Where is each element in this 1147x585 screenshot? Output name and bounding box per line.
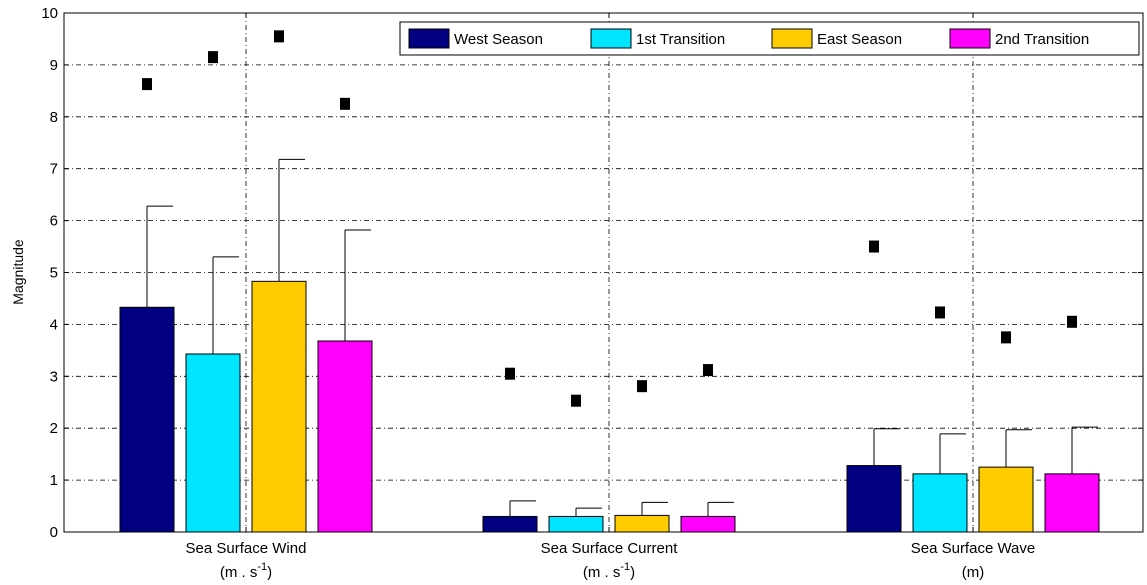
max-marker: [208, 51, 218, 64]
max-markers-layer: [142, 30, 1077, 407]
max-marker: [1067, 315, 1077, 328]
max-marker: [571, 394, 581, 407]
y-tick-label: 4: [50, 316, 58, 333]
bar: [119, 306, 175, 533]
bar: [680, 515, 736, 533]
y-tick-label: 5: [50, 265, 58, 282]
bars-layer: [119, 280, 1100, 533]
bar: [912, 473, 968, 533]
y-axis: 0 1 2 3 4 5 6 7 8 9 10: [41, 5, 1143, 541]
max-marker: [703, 364, 713, 377]
legend-swatch: [408, 28, 450, 49]
grid-lines: [64, 13, 1143, 532]
bar: [317, 340, 373, 533]
plot-background: [64, 13, 1143, 532]
max-marker: [935, 306, 945, 319]
bar: [846, 465, 902, 533]
legend-label: 2nd Transition: [995, 31, 1089, 48]
y-tick-label: 3: [50, 368, 58, 385]
y-tick-label: 0: [50, 524, 58, 541]
bar: [1044, 473, 1100, 533]
x-axis: Sea Surface Wind (m . s-1) Sea Surface Cur…: [186, 13, 1036, 581]
y-tick-label: 9: [50, 57, 58, 74]
x-category-label: Sea Surface Wind: [186, 540, 307, 557]
max-marker: [340, 97, 350, 110]
y-axis-label: Magnitude: [10, 239, 26, 305]
y-tick-label: 6: [50, 213, 58, 230]
bar: [251, 280, 307, 533]
legend-box: [399, 21, 1140, 56]
legend-swatch: [590, 28, 632, 49]
max-marker: [274, 30, 284, 43]
legend: West Season 1st Transition East Season 2nd …: [399, 21, 1140, 56]
bar: [482, 515, 538, 533]
max-marker: [637, 380, 647, 393]
max-marker: [869, 240, 879, 253]
legend-label: West Season: [454, 31, 543, 48]
y-tick-label: 8: [50, 109, 58, 126]
max-marker: [1001, 331, 1011, 344]
legend-label: East Season: [817, 31, 902, 48]
y-tick-label: 7: [50, 161, 58, 178]
legend-label: 1st Transition: [636, 31, 725, 48]
bar: [185, 353, 241, 533]
bar: [614, 514, 670, 533]
x-unit-label: (m . s-1): [583, 561, 635, 581]
bar: [978, 466, 1034, 533]
max-marker: [505, 367, 515, 380]
x-unit-label: (m): [962, 564, 985, 581]
legend-swatch: [949, 28, 991, 49]
legend-swatch: [771, 28, 813, 49]
y-tick-label: 2: [50, 420, 58, 437]
x-category-label: Sea Surface Current: [541, 540, 679, 557]
max-marker: [142, 78, 152, 91]
y-tick-label: 1: [50, 472, 58, 489]
error-bars-layer: [146, 158, 1098, 517]
y-tick-label: 10: [41, 5, 58, 22]
x-category-label: Sea Surface Wave: [911, 540, 1036, 557]
x-unit-label: (m . s-1): [220, 561, 272, 581]
bar: [548, 515, 604, 533]
